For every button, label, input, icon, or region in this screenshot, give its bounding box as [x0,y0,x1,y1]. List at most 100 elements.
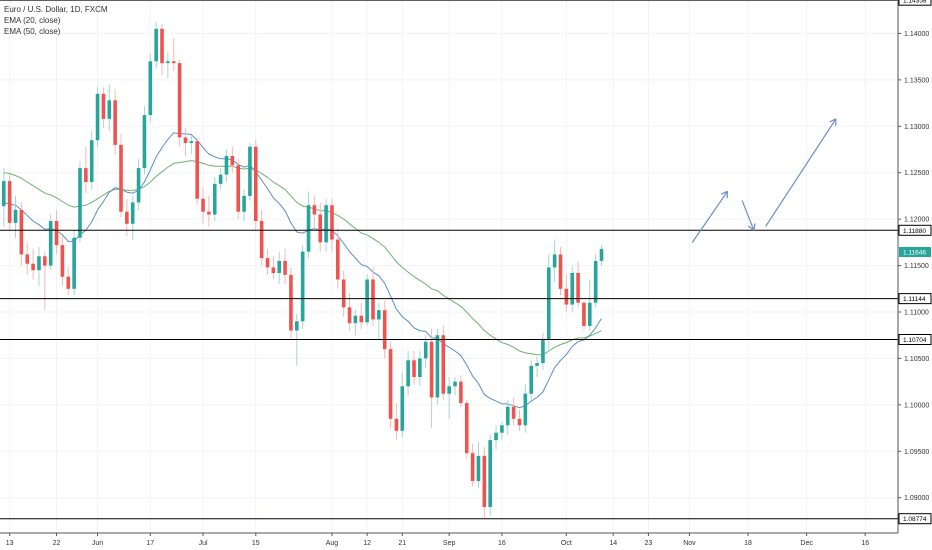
candle-body[interactable] [154,28,158,62]
candle-body[interactable] [37,256,41,271]
candle-body[interactable] [541,339,545,364]
candle-body[interactable] [89,140,94,182]
candle-body[interactable] [441,335,446,394]
candle-body[interactable] [588,302,592,326]
candle-body[interactable] [142,115,147,169]
candle-body[interactable] [300,251,305,322]
candle-body[interactable] [66,276,71,289]
candle-body[interactable] [336,239,340,280]
candle-body[interactable] [576,273,580,303]
candle-body[interactable] [418,358,422,377]
candle-body[interactable] [271,267,276,273]
candle-body[interactable] [19,209,24,255]
candle-body[interactable] [160,28,164,64]
candle-body[interactable] [195,141,199,199]
candle-body[interactable] [318,214,323,243]
trend-arrow-line[interactable] [741,200,755,231]
trend-arrow-line[interactable] [765,118,837,227]
candle-body[interactable] [517,418,522,426]
candle-body[interactable] [435,335,440,398]
candle-body[interactable] [148,61,153,116]
ema50-legend[interactable]: EMA (50, close) [4,27,61,36]
candle-body[interactable] [1,181,6,207]
candle-body[interactable] [242,195,246,212]
candle-body[interactable] [130,202,135,224]
candle-body[interactable] [31,263,35,271]
candle-body[interactable] [453,381,457,387]
candle-body[interactable] [136,168,141,203]
candle-body[interactable] [505,406,510,426]
candle-body[interactable] [7,181,12,223]
candle-body[interactable] [13,209,18,223]
candle-body[interactable] [283,260,287,275]
candle-body[interactable] [54,221,59,246]
candle-body[interactable] [529,365,533,394]
candle-body[interactable] [72,237,76,289]
candle-body[interactable] [552,254,557,268]
candle-body[interactable] [476,455,481,481]
candle-body[interactable] [60,245,65,277]
candle-body[interactable] [201,198,205,212]
candle-body[interactable] [212,183,217,215]
candle-body[interactable] [371,279,375,320]
candle-body[interactable] [429,341,434,398]
candle-body[interactable] [382,310,387,350]
candle-body[interactable] [353,315,358,324]
candle-body[interactable] [582,302,586,326]
candle-body[interactable] [488,440,492,507]
candle-body[interactable] [406,360,410,387]
candle-body[interactable] [470,453,475,481]
symbol-title[interactable]: Euro / U.S. Dollar, 1D, FXCM [4,5,108,14]
candle-body[interactable] [423,341,428,359]
candle-body[interactable] [177,63,182,138]
candle-body[interactable] [95,93,100,141]
candle-body[interactable] [277,260,282,273]
candle-body[interactable] [494,432,498,441]
candle-body[interactable] [43,256,47,266]
candle-body[interactable] [207,211,211,215]
candle-body[interactable] [265,258,270,268]
candle-body[interactable] [295,321,299,331]
candle-body[interactable] [48,221,53,266]
candle-body[interactable] [230,156,235,166]
candle-body[interactable] [570,273,575,305]
candle-body[interactable] [248,146,252,196]
candle-body[interactable] [78,168,82,238]
candle-body[interactable] [113,100,117,145]
candle-body[interactable] [189,141,194,143]
candle-body[interactable] [330,205,334,240]
candle-body[interactable] [412,360,416,377]
candle-body[interactable] [84,168,88,182]
candle-body[interactable] [324,205,328,243]
candle-body[interactable] [125,211,129,224]
candle-body[interactable] [119,144,123,212]
candle-body[interactable] [482,455,487,507]
candle-body[interactable] [25,254,30,264]
candle-body[interactable] [447,386,451,394]
candle-body[interactable] [224,156,229,175]
candle-body[interactable] [236,165,240,212]
candle-body[interactable] [394,418,399,431]
candle-body[interactable] [365,279,369,323]
candle-body[interactable] [253,146,258,221]
candle-body[interactable] [388,349,393,419]
candle-body[interactable] [341,279,346,308]
candle-body[interactable] [259,221,264,259]
trend-arrow-line[interactable] [691,190,729,243]
candle-body[interactable] [593,260,598,303]
candle-body[interactable] [511,406,516,419]
candle-body[interactable] [171,61,176,64]
candle-body[interactable] [564,288,569,305]
candle-body[interactable] [101,93,106,119]
candle-body[interactable] [289,274,293,331]
candle-body[interactable] [359,315,364,323]
candle-body[interactable] [599,248,604,261]
candle-body[interactable] [107,100,112,119]
candle-body[interactable] [464,403,469,454]
candle-body[interactable] [546,267,551,340]
candle-body[interactable] [166,61,170,64]
candle-body[interactable] [306,205,311,252]
candle-body[interactable] [535,363,539,366]
candle-body[interactable] [523,393,528,426]
